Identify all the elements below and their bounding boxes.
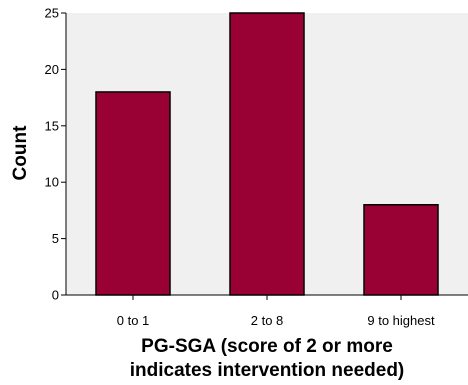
y-tick-label: 15	[45, 118, 59, 133]
bar-3	[363, 204, 439, 296]
y-axis-title: Count	[10, 125, 31, 181]
y-ticks-group: 0 5 10 15 20 25	[45, 6, 66, 303]
y-tick-label: 20	[45, 62, 59, 77]
y-tick-label: 10	[45, 175, 59, 190]
x-tick-label: 0 to 1	[117, 313, 150, 328]
x-tick-label: 2 to 8	[251, 313, 284, 328]
bar-1	[95, 91, 171, 296]
x-tick-label: 9 to highest	[367, 313, 435, 328]
x-axis-title-line-2: indicates intervention needed)	[130, 360, 405, 381]
x-ticks-group: 0 to 1 2 to 8 9 to highest	[117, 295, 435, 328]
x-axis-title-line-1: PG-SGA (score of 2 or more	[141, 336, 393, 357]
y-tick-label: 25	[45, 6, 59, 21]
bar-2	[229, 12, 305, 296]
y-tick-label: 0	[52, 288, 59, 303]
bars-group	[95, 12, 439, 296]
y-tick-label: 5	[52, 231, 59, 246]
